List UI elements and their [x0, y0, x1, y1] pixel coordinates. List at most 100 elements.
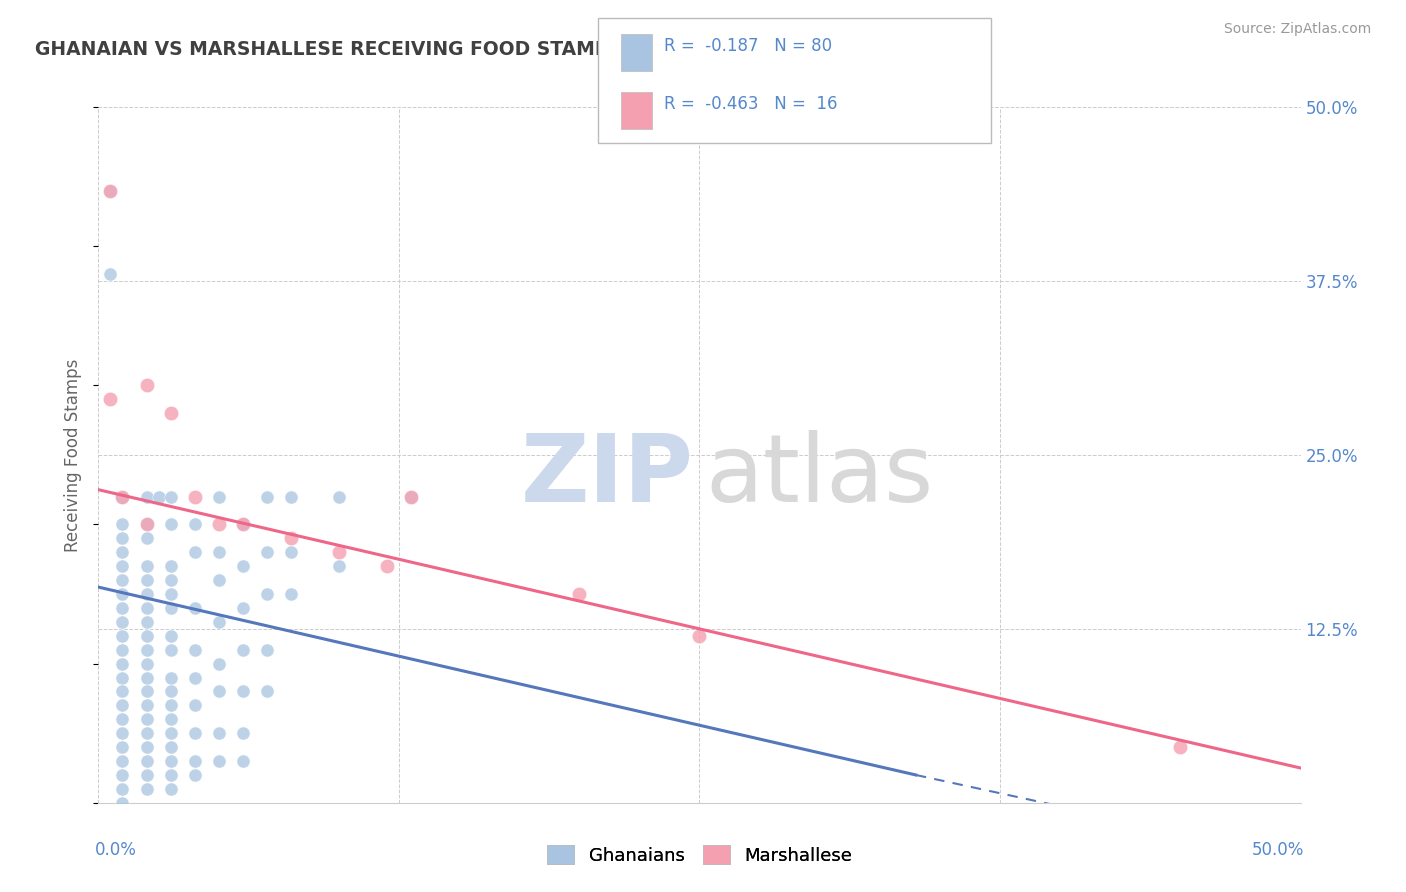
Point [689, 629, 711, 643]
Point [232, 684, 254, 698]
Point [135, 517, 157, 532]
Point [111, 796, 134, 810]
Point [232, 601, 254, 615]
Point [135, 559, 157, 574]
Point [135, 378, 157, 392]
Point [256, 490, 278, 504]
Point [111, 781, 134, 796]
Point [135, 657, 157, 671]
Point [208, 754, 231, 768]
Point [135, 768, 157, 782]
Point [232, 517, 254, 532]
Point [135, 740, 157, 755]
Point [399, 490, 422, 504]
Text: ZIP: ZIP [520, 430, 693, 522]
Point [183, 545, 205, 559]
Text: Source: ZipAtlas.com: Source: ZipAtlas.com [1223, 22, 1371, 37]
Point [208, 573, 231, 587]
Point [208, 726, 231, 740]
Point [208, 490, 231, 504]
Point [159, 781, 181, 796]
Point [111, 517, 134, 532]
Point [159, 601, 181, 615]
Point [111, 545, 134, 559]
Point [159, 559, 181, 574]
Point [159, 698, 181, 713]
Point [159, 629, 181, 643]
Point [111, 726, 134, 740]
Point [111, 698, 134, 713]
Point [111, 712, 134, 726]
Point [159, 754, 181, 768]
Point [111, 671, 134, 685]
Text: atlas: atlas [706, 430, 934, 522]
Text: 0.0%: 0.0% [94, 841, 136, 859]
Point [159, 712, 181, 726]
Point [280, 532, 302, 546]
Point [208, 615, 231, 629]
Legend: Ghanaians, Marshallese: Ghanaians, Marshallese [538, 837, 860, 874]
Point [183, 642, 205, 657]
Point [111, 587, 134, 601]
Point [135, 629, 157, 643]
Point [159, 517, 181, 532]
Text: R =  -0.463   N =  16: R = -0.463 N = 16 [664, 95, 837, 112]
Point [183, 726, 205, 740]
Point [232, 754, 254, 768]
Point [135, 601, 157, 615]
Point [183, 601, 205, 615]
Point [159, 642, 181, 657]
Point [148, 490, 170, 504]
Point [135, 726, 157, 740]
Point [111, 740, 134, 755]
Point [135, 781, 157, 796]
Point [280, 587, 302, 601]
Point [208, 684, 231, 698]
Point [100, 392, 122, 407]
Point [232, 559, 254, 574]
Point [1170, 740, 1192, 755]
Point [183, 671, 205, 685]
Point [232, 517, 254, 532]
Point [328, 490, 350, 504]
Point [111, 532, 134, 546]
Point [328, 559, 350, 574]
Point [159, 740, 181, 755]
Point [208, 657, 231, 671]
Point [111, 490, 134, 504]
Point [280, 545, 302, 559]
Point [111, 684, 134, 698]
Point [135, 754, 157, 768]
Point [183, 490, 205, 504]
Point [135, 490, 157, 504]
Point [399, 490, 422, 504]
Point [135, 684, 157, 698]
Point [135, 698, 157, 713]
Point [256, 684, 278, 698]
Point [111, 642, 134, 657]
Point [568, 587, 591, 601]
Point [256, 587, 278, 601]
Point [135, 532, 157, 546]
Point [111, 768, 134, 782]
Y-axis label: Receiving Food Stamps: Receiving Food Stamps [65, 359, 83, 551]
Point [135, 712, 157, 726]
Point [183, 698, 205, 713]
Point [159, 671, 181, 685]
Point [111, 573, 134, 587]
Point [183, 754, 205, 768]
Point [135, 587, 157, 601]
Point [256, 545, 278, 559]
Point [111, 559, 134, 574]
Point [208, 517, 231, 532]
Point [159, 406, 181, 420]
Point [328, 545, 350, 559]
Point [375, 559, 398, 574]
Point [232, 726, 254, 740]
Point [159, 726, 181, 740]
Text: GHANAIAN VS MARSHALLESE RECEIVING FOOD STAMPS CORRELATION CHART: GHANAIAN VS MARSHALLESE RECEIVING FOOD S… [35, 40, 853, 59]
Text: R =  -0.187   N = 80: R = -0.187 N = 80 [664, 37, 832, 54]
Point [111, 754, 134, 768]
Point [111, 657, 134, 671]
Point [159, 573, 181, 587]
